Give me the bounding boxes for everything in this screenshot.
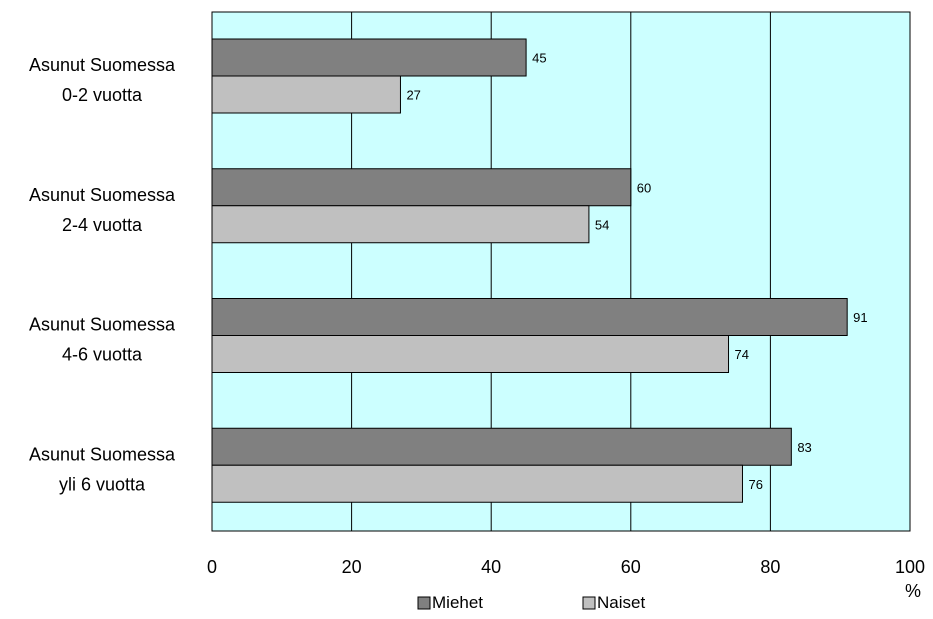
bar-miehet-3 [211,427,792,466]
category-label-1: Asunut Suomessa 2-4 vuotta [29,185,176,235]
bars [211,38,848,503]
legend-label-miehet: Miehet [432,593,483,612]
legend-swatch-miehet [417,596,431,610]
x-tick-label-80: 80 [760,557,780,577]
x-tick-label-20: 20 [342,557,362,577]
category-label-3: Asunut Suomessa yli 6 vuotta [29,444,176,494]
legend: Miehet Naiset [417,593,645,612]
plot-area-border [211,11,911,532]
category-label-2: Asunut Suomessa 4-6 vuotta [29,315,176,365]
legend-label-naiset: Naiset [597,593,645,612]
x-tick-labels: 0 20 40 60 80 100 [207,557,925,577]
bar-naiset-2 [211,335,730,373]
bar-naiset-0 [211,75,401,114]
x-axis-label: % [905,581,921,601]
data-label-miehet-1: 60 [637,180,651,195]
bar-naiset-1 [211,205,590,244]
data-label-miehet-2: 91 [853,310,867,325]
category-labels: Asunut Suomessa 0-2 vuotta Asunut Suomessa… [29,55,176,494]
data-label-miehet-3: 83 [797,440,811,455]
x-tick-label-100: 100 [895,557,925,577]
bar-miehet-0 [211,38,527,77]
x-tick-label-40: 40 [481,557,501,577]
legend-swatch-naiset [582,596,596,610]
x-tick-label-0: 0 [207,557,217,577]
category-label-0: Asunut Suomessa 0-2 vuotta [29,55,176,105]
data-labels: 45 27 60 54 91 74 83 76 [406,51,867,492]
data-label-naiset-1: 54 [595,217,609,232]
data-label-miehet-0: 45 [532,51,546,66]
bar-naiset-3 [211,464,743,503]
x-tick-label-60: 60 [621,557,641,577]
data-label-naiset-0: 27 [406,88,420,103]
bar-miehet-2 [211,298,848,336]
bar-miehet-1 [211,168,632,207]
data-label-naiset-3: 76 [748,477,762,492]
data-label-naiset-2: 74 [735,347,749,362]
